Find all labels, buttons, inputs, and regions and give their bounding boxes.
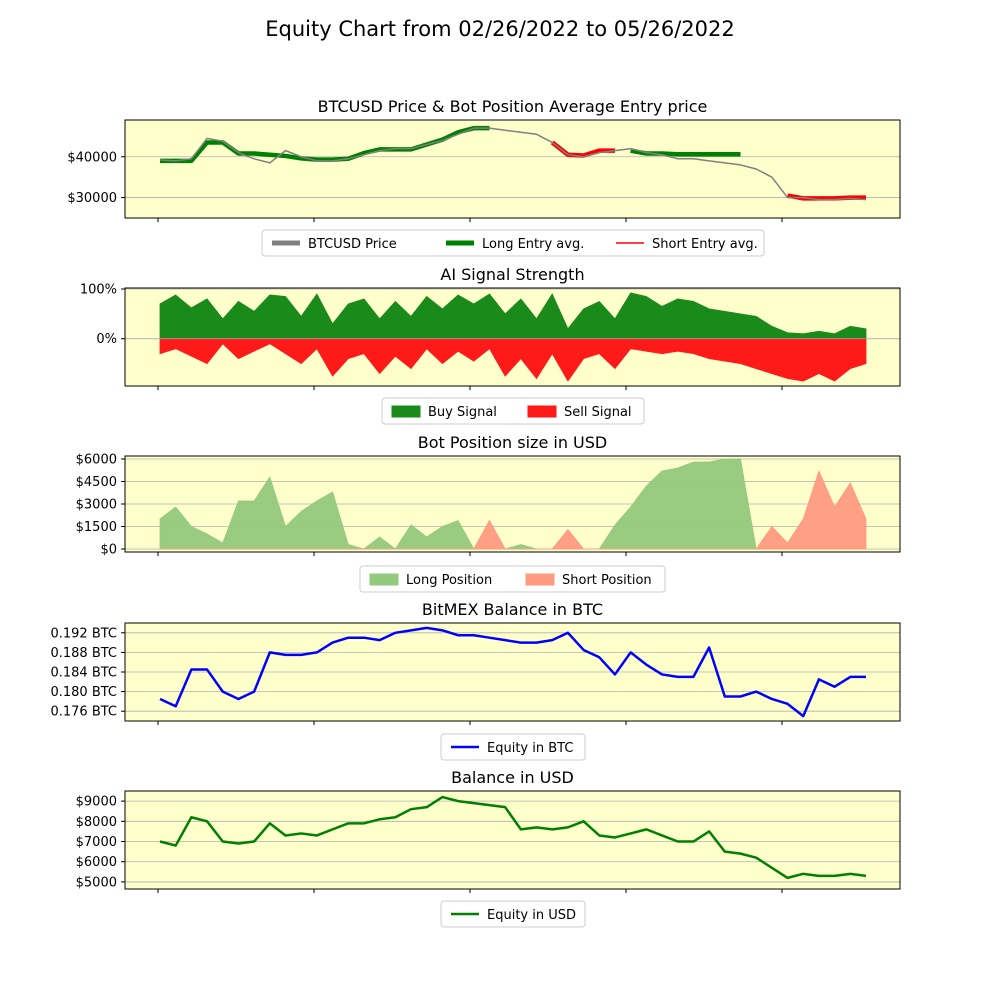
panel-3-y-tick-label: $4500	[76, 475, 117, 490]
panel-5-axes-frame	[124, 790, 901, 890]
panel-4-y-tick-label: 0.180 BTC	[50, 685, 117, 700]
panel-1-legend-label-btcusd-price: BTCUSD Price	[308, 237, 397, 252]
panel-2-legend-swatch-buy-signal	[391, 405, 421, 418]
panel-1-legend: BTCUSD Price Long Entry avg. Short Entry a…	[261, 229, 765, 257]
panel-5-legend-frame	[440, 900, 586, 928]
panel-3-y-tick-label: $0	[100, 543, 117, 558]
panel-4-title: BitMEX Balance in BTC	[422, 600, 603, 619]
panel-2-title: AI Signal Strength	[440, 265, 584, 284]
chart-panels: $30000 $40000 BTCUSD Price & Bot Position …	[50, 97, 901, 928]
panel-2-data	[125, 292, 900, 382]
panel-2: 0% 100% AI Signal Strength Buy Signal Sell S…	[80, 265, 901, 425]
panel-4-y-tick-label: 0.176 BTC	[50, 705, 117, 720]
panel-5-legend-label-equity-in-usd: Equity in USD	[487, 908, 576, 923]
panel-3-y-tick-label: $3000	[76, 498, 117, 513]
panel-2-legend-frame	[381, 397, 645, 425]
panel-3-legend-label-long-position: Long Position	[406, 573, 492, 588]
panel-3-title: Bot Position size in USD	[418, 433, 607, 452]
panel-3-y-tick-label: $6000	[76, 453, 117, 468]
figure-title: Equity Chart from 02/26/2022 to 05/26/20…	[265, 17, 735, 41]
panel-1-axes-frame	[124, 119, 901, 219]
panel-5-y-tick-label: $8000	[76, 815, 117, 830]
panel-5-y-tick-label: $7000	[76, 835, 117, 850]
panel-2-legend: Buy Signal Sell Signal	[381, 397, 645, 425]
panel-4-legend-label-equity-in-btc: Equity in BTC	[487, 741, 573, 756]
panel-4: 0.176 BTC 0.180 BTC 0.184 BTC 0.188 BTC 0.19…	[50, 600, 901, 761]
panel-1-legend-label-long-entry-avg: Long Entry avg.	[482, 237, 584, 252]
panel-2-legend-label-buy-signal: Buy Signal	[428, 405, 497, 420]
panel-3-legend-label-short-position: Short Position	[562, 573, 652, 588]
panel-3-axes-frame	[124, 455, 901, 553]
panel-4-y-tick-label: 0.184 BTC	[50, 666, 117, 681]
panel-2-axes-frame	[124, 287, 901, 387]
panel-1-y-tick-label: $30000	[67, 191, 117, 206]
panel-5-series-equity-in-usd	[159, 795, 867, 880]
panel-2-series-buy-signal	[159, 292, 867, 340]
panel-5-data	[159, 795, 867, 880]
panel-4-data	[159, 626, 866, 718]
panel-1-data	[159, 125, 867, 201]
panel-5-y-tick-label: $6000	[76, 855, 117, 870]
panel-5-y-tick-label: $9000	[76, 795, 117, 810]
panel-3-y-tick-label: $1500	[76, 520, 117, 535]
panel-2-y-tick-label: 0%	[96, 332, 117, 347]
panel-2-legend-label-sell-signal: Sell Signal	[564, 405, 632, 420]
panel-1-plot-area	[125, 120, 900, 218]
panel-5-y-tick-label: $5000	[76, 875, 117, 890]
panel-1-legend-label-short-entry-avg: Short Entry avg.	[652, 237, 758, 252]
panel-3-data	[159, 458, 867, 550]
panel-5: $5000 $6000 $7000 $8000 $9000 Balance in USD E…	[76, 768, 901, 928]
panel-4-axes-frame	[124, 622, 901, 722]
panel-1-series-btcusd-price	[159, 127, 867, 201]
panel-3-legend: Long Position Short Position	[359, 565, 666, 593]
panel-5-legend: Equity in USD	[440, 900, 586, 928]
panel-4-legend-frame	[440, 733, 586, 761]
panel-1-legend-frame	[261, 229, 765, 257]
panel-3-series-short-position	[160, 469, 867, 550]
panel-4-legend: Equity in BTC	[440, 733, 586, 761]
panel-3: $0 $1500 $3000 $4500 $6000 Bot Position size …	[76, 433, 901, 593]
panel-3-legend-frame	[359, 565, 666, 593]
panel-1: $30000 $40000 BTCUSD Price & Bot Position …	[67, 97, 901, 257]
panel-4-y-tick-label: 0.192 BTC	[50, 626, 117, 641]
panel-5-title: Balance in USD	[451, 768, 574, 787]
panel-3-legend-swatch-short-position	[525, 573, 555, 586]
panel-4-series-equity-in-btc	[159, 626, 866, 718]
panel-3-legend-swatch-long-position	[369, 573, 399, 586]
panel-1-y-tick-label: $40000	[67, 150, 117, 165]
panel-4-y-tick-label: 0.188 BTC	[50, 646, 117, 661]
panel-2-y-tick-label: 100%	[80, 282, 117, 297]
panel-1-title: BTCUSD Price & Bot Position Average Entr…	[318, 97, 708, 116]
panel-2-legend-swatch-sell-signal	[527, 405, 557, 418]
panel-2-series-sell-signal	[159, 338, 867, 382]
